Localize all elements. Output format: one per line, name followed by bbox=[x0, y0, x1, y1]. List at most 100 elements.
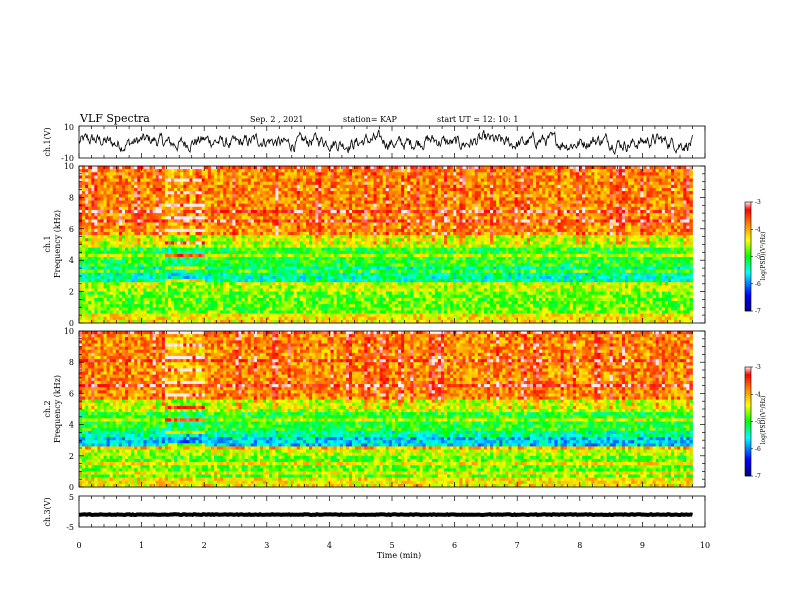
spectrogram-cell bbox=[674, 179, 677, 183]
spectrogram-cell bbox=[119, 179, 122, 183]
spectrogram-cell bbox=[389, 204, 392, 208]
spectrogram-cell bbox=[481, 185, 484, 189]
spectrogram-cell bbox=[143, 194, 146, 198]
spectrogram-cell bbox=[251, 201, 254, 205]
spectrogram-cell bbox=[239, 169, 242, 173]
spectrogram-cell bbox=[119, 175, 122, 179]
spectrogram-cell bbox=[186, 241, 189, 245]
spectrogram-cell bbox=[668, 238, 671, 242]
spectrogram-cell bbox=[404, 185, 407, 189]
spectrogram-cell bbox=[469, 175, 472, 179]
spectrogram-cell bbox=[481, 210, 484, 214]
spectrogram-cell bbox=[567, 191, 570, 195]
spectrogram-cell bbox=[131, 201, 134, 205]
spectrogram-cell bbox=[254, 229, 257, 233]
spectrogram-cell bbox=[211, 229, 214, 233]
spectrogram-cell bbox=[533, 232, 536, 236]
spectrogram-cell bbox=[367, 201, 370, 205]
spectrogram-cell bbox=[683, 197, 686, 201]
spectrogram-cell bbox=[643, 201, 646, 205]
spectrogram-cell bbox=[579, 223, 582, 227]
spectrogram-cell bbox=[104, 191, 107, 195]
spectrogram-cell bbox=[94, 185, 97, 189]
spectrogram-cell bbox=[312, 232, 315, 236]
spectrogram-cell bbox=[604, 216, 607, 220]
spectrogram-cell bbox=[432, 179, 435, 183]
spectrogram-cell bbox=[438, 223, 441, 227]
spectrogram-cell bbox=[423, 169, 426, 173]
spectrogram-cell bbox=[303, 226, 306, 230]
spectrogram-cell bbox=[171, 204, 174, 208]
spectrogram-cell bbox=[257, 185, 260, 189]
spectrogram-cell bbox=[254, 172, 257, 176]
spectrogram-cell bbox=[331, 201, 334, 205]
spectrogram-cell bbox=[579, 235, 582, 239]
spectrogram-cell bbox=[361, 226, 364, 230]
spectrogram-cell bbox=[266, 185, 269, 189]
spectrogram-cell bbox=[668, 210, 671, 214]
spectrogram-cell bbox=[91, 229, 94, 233]
spectrogram-cell bbox=[140, 169, 143, 173]
spectrogram-cell bbox=[576, 166, 579, 170]
spectrogram-cell bbox=[137, 169, 140, 173]
spectrogram-cell bbox=[217, 175, 220, 179]
spectrogram-cell bbox=[383, 223, 386, 227]
spectrogram-cell bbox=[631, 175, 634, 179]
spectrogram-cell bbox=[377, 219, 380, 223]
spectrogram-cell bbox=[613, 238, 616, 242]
spectrogram-cell bbox=[137, 238, 140, 242]
spectrogram-cell bbox=[119, 219, 122, 223]
spectrogram-cell bbox=[331, 188, 334, 192]
spectrogram-cell bbox=[604, 188, 607, 192]
spectrogram-cell bbox=[358, 204, 361, 208]
spectrogram-cell bbox=[303, 172, 306, 176]
spectrogram-cell bbox=[196, 175, 199, 179]
spectrogram-cell bbox=[634, 166, 637, 170]
spectrogram-cell bbox=[659, 185, 662, 189]
spectrogram-cell bbox=[475, 179, 478, 183]
spectrogram-cell bbox=[165, 235, 168, 239]
spectrogram-cell bbox=[539, 172, 542, 176]
spectrogram-cell bbox=[551, 179, 554, 183]
spectrogram-cell bbox=[239, 207, 242, 211]
spectrogram-cell bbox=[119, 188, 122, 192]
spectrogram-cell bbox=[159, 194, 162, 198]
spectrogram-cell bbox=[646, 204, 649, 208]
spectrogram-cell bbox=[383, 216, 386, 220]
spectrogram-cell bbox=[689, 238, 692, 242]
spectrogram-cell bbox=[585, 235, 588, 239]
spectrogram-cell bbox=[686, 169, 689, 173]
spectrogram-cell bbox=[288, 201, 291, 205]
spectrogram-cell bbox=[334, 191, 337, 195]
spectrogram-cell bbox=[634, 182, 637, 186]
spectrogram-cell bbox=[269, 216, 272, 220]
spectrogram-cell bbox=[202, 172, 205, 176]
spectrogram-cell bbox=[211, 219, 214, 223]
spectrogram-cell bbox=[162, 238, 165, 242]
spectrogram-cell bbox=[573, 166, 576, 170]
spectrogram-cell bbox=[429, 238, 432, 242]
spectrogram-cell bbox=[438, 172, 441, 176]
spectrogram-cell bbox=[475, 194, 478, 198]
spectrogram-cell bbox=[499, 207, 502, 211]
spectrogram-cell bbox=[297, 197, 300, 201]
spectrogram-cell bbox=[475, 197, 478, 201]
spectrogram-cell bbox=[472, 179, 475, 183]
spectrogram-cell bbox=[395, 185, 398, 189]
spectrogram-cell bbox=[530, 172, 533, 176]
spectrogram-cell bbox=[370, 210, 373, 214]
spectrogram-cell bbox=[640, 216, 643, 220]
spectrogram-cell bbox=[263, 194, 266, 198]
spectrogram-cell bbox=[656, 169, 659, 173]
spectrogram-cell bbox=[321, 197, 324, 201]
spectrogram-cell bbox=[619, 226, 622, 230]
spectrogram-cell bbox=[551, 182, 554, 186]
spectrogram-cell bbox=[527, 188, 530, 192]
spectrogram-cell bbox=[107, 232, 110, 236]
spectrogram-cell bbox=[429, 204, 432, 208]
spectrogram-cell bbox=[346, 229, 349, 233]
spectrogram-cell bbox=[137, 232, 140, 236]
spectrogram-cell bbox=[558, 185, 561, 189]
spectrogram-cell bbox=[518, 235, 521, 239]
spectrogram-cell bbox=[413, 188, 416, 192]
